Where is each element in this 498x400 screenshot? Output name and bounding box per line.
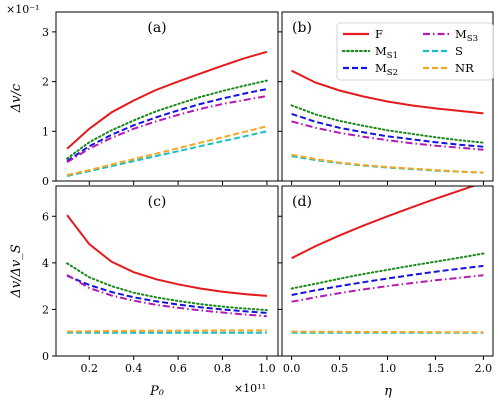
series-line-MS3 <box>66 274 267 318</box>
x-tick-label: 0.5 <box>331 362 349 375</box>
y-tick-label: 0 <box>42 175 49 188</box>
y-tick-label: 4 <box>42 257 49 270</box>
series-line-NR <box>67 329 267 333</box>
series-line-MS3 <box>291 120 484 151</box>
series-line-F <box>66 50 268 150</box>
panel-2: (b) <box>278 11 494 185</box>
ylabel-bottom: Δv/Δv_S <box>9 244 24 298</box>
series-line-MS1 <box>290 104 485 144</box>
series-line-MS3 <box>291 274 484 303</box>
bottom-x-multiplier: ×10¹¹ <box>234 382 266 395</box>
axes-frame <box>281 185 494 357</box>
series-line-MS2 <box>66 274 267 314</box>
panel-label: (d) <box>292 194 312 210</box>
series-line-MS2 <box>291 264 484 296</box>
series-line-MS1 <box>290 252 485 290</box>
xlabel-left: P₀ <box>149 384 165 399</box>
legend-label-NR: NR <box>455 61 474 75</box>
panels: 0 1 2 3 (a) (b) 0.2 0.4 0.6 0.8 1.0 0 2 4 6 (c) 0.0 0.5 1.… <box>42 11 494 375</box>
y-tick-label: 6 <box>42 210 49 223</box>
y-tick-label: 3 <box>42 26 49 39</box>
series-line-NR <box>66 125 268 176</box>
series-line-F <box>291 186 477 260</box>
x-tick-label: 0.4 <box>125 362 143 375</box>
panel-3: 0.2 0.4 0.6 0.8 1.0 0 2 4 6 (c) <box>42 185 279 375</box>
panel-1: 0 1 2 3 (a) <box>42 11 279 188</box>
series-line-F <box>66 214 267 297</box>
axes-frame <box>55 11 279 182</box>
xlabel-right: η <box>384 384 392 399</box>
y-tick-label: 2 <box>42 76 49 89</box>
legend-label-S: S <box>455 44 463 58</box>
series-line-MS3 <box>66 95 268 163</box>
x-tick-label: 1.0 <box>379 362 397 375</box>
x-tick-label: 2.0 <box>475 362 493 375</box>
legend-box <box>336 22 494 81</box>
panel-label: (b) <box>292 20 312 36</box>
legend-label-F: F <box>375 27 383 41</box>
series-line-NR <box>291 330 484 334</box>
y-tick-label: 2 <box>42 303 49 316</box>
series-line-MS2 <box>291 112 484 148</box>
ylabel-top: Δv/c <box>9 83 24 113</box>
series-line-NR <box>291 153 484 174</box>
x-tick-label: 0.0 <box>283 362 301 375</box>
x-tick-label: 1.0 <box>258 362 276 375</box>
series-line-MS1 <box>66 79 268 160</box>
panel-4: 0.0 0.5 1.0 1.5 2.0 (d) <box>278 185 494 375</box>
panel-label: (a) <box>147 20 166 36</box>
x-tick-label: 1.5 <box>427 362 445 375</box>
series-line-MS2 <box>66 88 268 162</box>
top-multiplier: ×10⁻¹ <box>6 3 39 16</box>
y-tick-label: 1 <box>42 125 49 138</box>
series-line-F <box>291 69 484 115</box>
y-tick-label: 0 <box>42 350 49 363</box>
series-line-S <box>291 155 484 174</box>
x-tick-label: 0.8 <box>214 362 232 375</box>
x-tick-label: 0.2 <box>81 362 99 375</box>
x-tick-label: 0.6 <box>169 362 187 375</box>
series-line-S <box>66 130 268 177</box>
series-line-MS1 <box>66 262 268 312</box>
axes-frame <box>55 185 279 357</box>
panel-label: (c) <box>148 194 167 210</box>
